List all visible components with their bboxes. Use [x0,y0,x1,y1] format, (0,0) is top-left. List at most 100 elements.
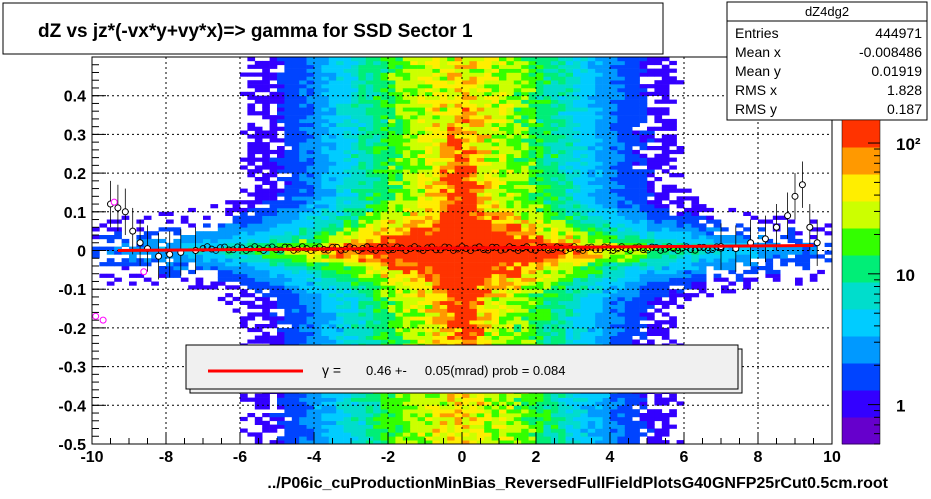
heatmap-cell [262,339,270,344]
heatmap-cell [343,235,352,240]
heatmap-cell [232,200,241,205]
heatmap-cell [550,142,559,147]
heatmap-cell [550,219,559,224]
heatmap-cell [358,440,367,444]
heatmap-cell [506,184,515,189]
heatmap-cell [595,397,603,402]
heatmap-cell [439,122,448,127]
heatmap-cell [343,95,352,100]
heatmap-cell [410,64,418,69]
heatmap-cell [343,312,352,317]
heatmap-cell [491,285,500,290]
heatmap-cell [462,76,470,81]
heatmap-cell [513,393,522,398]
heatmap-cell [269,76,278,81]
heatmap-cell [240,273,248,278]
heatmap-cell [454,177,463,182]
heatmap-cell [388,219,396,224]
heatmap-cell [580,266,589,271]
heatmap-cell [580,327,589,333]
heatmap-cell [373,324,381,329]
heatmap-cell [462,68,470,73]
heatmap-cell [247,242,256,247]
heatmap-cell [284,266,293,271]
heatmap-cell [447,142,455,147]
heatmap-cell [484,115,492,120]
heatmap-cell [565,192,574,197]
heatmap-cell [254,130,263,135]
heatmap-cell [536,126,544,131]
heatmap-cell [432,397,441,402]
heatmap-cell [491,331,500,336]
heatmap-cell [602,432,611,437]
heatmap-cell [521,88,529,93]
heatmap-cell [388,304,396,309]
heatmap-cell [439,157,448,162]
heatmap-cell [425,397,433,402]
heatmap-cell [328,165,337,170]
heatmap-cell [491,308,500,313]
heatmap-cell [247,149,256,155]
heatmap-cell [550,126,559,131]
heatmap-cell [499,440,507,444]
heatmap-cell [595,200,603,205]
heatmap-cell [380,130,389,135]
heatmap-cell [247,285,256,290]
heatmap-cell [269,200,278,205]
heatmap-cell [388,293,396,298]
heatmap-cell [321,88,330,93]
heatmap-cell [321,95,330,100]
heatmap-cell [543,138,552,143]
heatmap-cell [299,235,307,240]
heatmap-cell [528,436,537,441]
heatmap-cell [528,324,537,329]
heatmap-cell [558,254,566,259]
heatmap-cell [558,281,566,286]
heatmap-cell [277,231,285,236]
heatmap-cell [336,130,344,135]
heatmap-cell [240,72,248,77]
heatmap-cell [602,219,611,224]
heatmap-cell [558,134,566,139]
heatmap-cell [469,99,478,104]
heatmap-cell [543,316,552,321]
heatmap-cell [439,103,448,108]
heatmap-cell [521,296,529,302]
heatmap-cell [417,424,426,429]
heatmap-cell [447,409,455,414]
heatmap-cell [395,115,404,120]
heatmap-cell [469,107,478,112]
heatmap-cell [262,324,270,329]
heatmap-cell [321,393,330,398]
heatmap-cell [328,316,337,321]
heatmap-cell [462,204,470,209]
heatmap-cell [336,165,344,170]
heatmap-cell [388,409,396,414]
heatmap-cell [373,188,381,193]
heatmap-cell [277,293,285,298]
heatmap-cell [254,393,263,398]
heatmap-cell [469,327,478,333]
heatmap-cell [499,165,507,170]
heatmap-cell [365,76,374,81]
heatmap-cell [351,281,359,286]
heatmap-cell [506,84,515,89]
heatmap-cell [373,235,381,240]
heatmap-cell [602,413,611,418]
heatmap-cell [351,273,359,278]
heatmap-cell [521,68,529,73]
heatmap-cell [550,289,559,294]
heatmap-cell [439,60,448,66]
heatmap-cell [277,269,285,275]
heatmap-cell [410,296,418,302]
heatmap-cell [373,331,381,336]
heatmap-cell [506,227,515,232]
heatmap-cell [262,99,270,104]
heatmap-cell [314,103,322,108]
heatmap-cell [439,405,448,410]
heatmap-cell [269,192,278,197]
heatmap-cell [99,262,108,267]
heatmap-cell [536,68,544,73]
heatmap-cell [351,76,359,81]
heatmap-cell [484,416,492,422]
